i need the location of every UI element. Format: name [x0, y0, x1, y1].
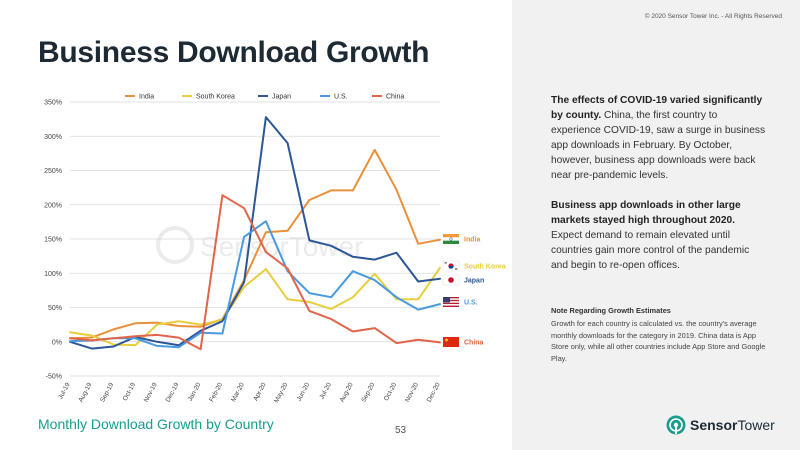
x-tick-label: Sep-20: [360, 381, 376, 403]
y-tick-label: 0%: [52, 339, 62, 346]
series-line-india: [69, 148, 441, 340]
note-body: Growth for each country is calculated vs…: [551, 319, 766, 363]
end-label: China: [464, 340, 484, 347]
flag-south-korea-icon: [442, 260, 460, 272]
y-tick-label: -50%: [46, 374, 62, 381]
paragraph-2-bold: Business app downloads in other large ma…: [551, 200, 741, 226]
x-tick-label: Aug-20: [339, 381, 355, 403]
x-tick-label: Jul-19: [57, 381, 72, 400]
y-tick-label: 300%: [44, 134, 62, 141]
x-tick-label: Nov-19: [143, 381, 159, 403]
logo-text: SensorTower: [690, 417, 775, 433]
chart-subtitle: Monthly Download Growth by Country: [38, 416, 274, 432]
x-tick-label: Dec-20: [426, 381, 442, 403]
legend-label: India: [139, 94, 154, 101]
flag-u-s--icon: [443, 297, 459, 307]
paragraph-1-bold: The effects of COVID-19 varied significa…: [551, 95, 763, 121]
y-tick-label: 350%: [44, 100, 62, 107]
x-tick-label: Mar-20: [230, 381, 246, 403]
paragraph-1-text: China, the first country to experience C…: [551, 110, 766, 181]
right-panel: [512, 0, 800, 450]
legend-label: South Korea: [196, 94, 235, 101]
x-tick-label: Oct-19: [122, 381, 138, 402]
legend-label: Japan: [272, 94, 291, 101]
sensor-tower-logo: SensorTower: [666, 414, 775, 436]
end-label: U.S.: [464, 300, 478, 307]
y-tick-label: 200%: [44, 202, 62, 209]
x-tick-label: Aug-19: [78, 381, 94, 403]
note-title: Note Regarding Growth Estimates: [551, 306, 671, 315]
y-tick-label: 50%: [48, 305, 62, 312]
x-tick-label: May-20: [273, 381, 290, 404]
logo-word-1: Sensor: [690, 417, 738, 433]
y-tick-label: 250%: [44, 168, 62, 175]
page-title: Business Download Growth: [38, 36, 430, 69]
page-number: 53: [395, 425, 407, 436]
logo-word-2: Tower: [737, 417, 775, 433]
x-tick-label: Nov-20: [404, 381, 420, 403]
paragraph-2: Business app downloads in other large ma…: [551, 198, 766, 273]
x-tick-label: Sep-19: [99, 381, 115, 403]
paragraph-2-text: Expect demand to remain elevated until c…: [551, 230, 750, 271]
series-line-south-korea: [69, 266, 441, 347]
flag-japan-icon: [442, 274, 460, 286]
line-chart: SensorTower-50%0%50%100%150%200%250%300%…: [44, 94, 506, 405]
legend-label: U.S.: [334, 94, 348, 101]
x-tick-label: Jun-20: [296, 381, 312, 402]
y-tick-label: 100%: [44, 271, 62, 278]
x-tick-label: Jul-20: [318, 381, 333, 400]
x-tick-label: Dec-19: [165, 381, 181, 403]
y-tick-label: 150%: [44, 237, 62, 244]
watermark-icon: [156, 226, 194, 264]
flag-india-icon: [443, 234, 459, 244]
copyright: © 2020 Sensor Tower Inc. - All Rights Re…: [644, 13, 782, 20]
end-label: South Korea: [464, 264, 506, 271]
x-tick-label: Oct-20: [383, 381, 399, 402]
x-tick-label: Jan-20: [187, 381, 203, 402]
paragraph-1: The effects of COVID-19 varied significa…: [551, 93, 766, 183]
end-label: Japan: [464, 278, 484, 285]
series-line-china: [69, 194, 441, 351]
flag-china-icon: [443, 337, 459, 347]
end-label: India: [464, 237, 480, 244]
x-tick-label: Feb-20: [208, 381, 224, 403]
legend-label: China: [386, 94, 404, 101]
sensor-tower-logo-icon: [666, 415, 686, 435]
x-tick-label: Apr-20: [252, 381, 268, 402]
